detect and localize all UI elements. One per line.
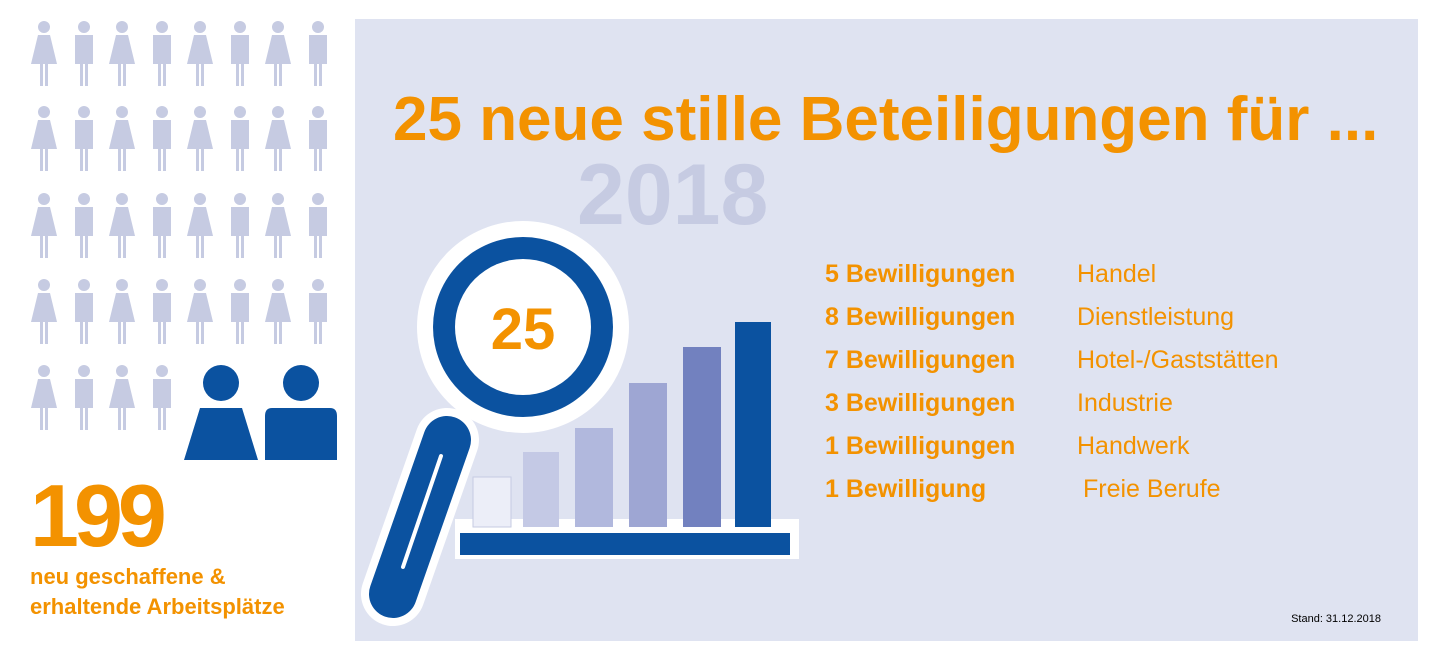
approval-row: 5 Bewilligungen Handel	[825, 253, 1278, 296]
man-icon-large	[265, 365, 337, 460]
approval-sector: Hotel-/Gaststätten	[1077, 346, 1279, 374]
year-watermark: 2018	[577, 147, 769, 243]
man-icon	[231, 106, 249, 171]
approval-row: 7 Bewilligungen Hotel-/Gaststätten	[825, 339, 1278, 382]
bar-5	[683, 347, 721, 527]
man-icon	[153, 193, 171, 258]
approval-sector: Industrie	[1077, 389, 1173, 417]
bar-4	[629, 383, 667, 527]
woman-icon	[109, 193, 135, 258]
man-icon	[231, 279, 249, 344]
approval-sector: Handel	[1077, 260, 1157, 288]
approval-count: 3 Bewilligungen	[825, 389, 1016, 417]
man-icon	[231, 21, 249, 86]
woman-icon	[109, 21, 135, 86]
jobs-caption-line1: neu geschaffene &	[30, 564, 226, 589]
man-icon	[309, 279, 327, 344]
man-icon	[75, 193, 93, 258]
bar-3	[575, 428, 613, 527]
man-icon	[153, 279, 171, 344]
man-icon	[75, 365, 93, 430]
woman-icon	[265, 106, 291, 171]
woman-icon	[109, 279, 135, 344]
man-icon	[153, 365, 171, 430]
man-icon	[309, 21, 327, 86]
bar-1	[472, 476, 512, 528]
woman-icon-large	[184, 365, 258, 460]
woman-icon	[265, 21, 291, 86]
woman-icon	[109, 365, 135, 430]
woman-icon	[187, 279, 213, 344]
headline: 25 neue stille Beteiligungen für ...	[393, 85, 1379, 154]
approval-row: 8 Bewilligungen Dienstleistung	[825, 296, 1278, 339]
magnifying-glass-icon: 25	[361, 221, 629, 626]
approval-count: 1 Bewilligungen	[825, 432, 1016, 460]
woman-icon	[31, 21, 57, 86]
man-icon	[309, 106, 327, 171]
approval-count: 8 Bewilligungen	[825, 303, 1016, 331]
approval-count: 7 Bewilligungen	[825, 346, 1016, 374]
bar-6	[735, 322, 771, 527]
man-icon	[75, 21, 93, 86]
woman-icon	[265, 193, 291, 258]
chart-baseline	[460, 533, 790, 555]
approval-count: 5 Bewilligungen	[825, 260, 1016, 288]
man-icon	[75, 279, 93, 344]
main-panel: 2018 25 neue stille Beteiligungen für ..…	[355, 19, 1418, 641]
jobs-count: 199	[30, 466, 167, 565]
approval-count: 1 Bewilligung	[825, 475, 987, 503]
woman-icon	[187, 21, 213, 86]
woman-icon	[187, 193, 213, 258]
woman-icon	[265, 279, 291, 344]
man-icon	[309, 193, 327, 258]
man-icon	[153, 21, 171, 86]
man-icon	[231, 193, 249, 258]
jobs-panel: 199 neu geschaffene & erhaltende Arbeits…	[0, 0, 350, 654]
approval-row: 1 Bewilligung Freie Berufe	[825, 468, 1278, 511]
jobs-caption-line2: erhaltende Arbeitsplätze	[30, 594, 285, 619]
stand-date: Stand: 31.12.2018	[1291, 613, 1381, 625]
woman-icon	[109, 106, 135, 171]
woman-icon	[31, 365, 57, 430]
approval-row: 3 Bewilligungen Industrie	[825, 382, 1278, 425]
woman-icon	[31, 106, 57, 171]
man-icon	[75, 106, 93, 171]
magnifier-value: 25	[491, 297, 556, 362]
jobs-caption: neu geschaffene & erhaltende Arbeitsplät…	[30, 562, 285, 622]
bar-2	[523, 452, 559, 527]
approval-row: 1 Bewilligungen Handwerk	[825, 425, 1278, 468]
man-icon	[153, 106, 171, 171]
approvals-list: 5 Bewilligungen Handel 8 Bewilligungen D…	[825, 253, 1278, 511]
woman-icon	[31, 279, 57, 344]
approval-sector: Handwerk	[1077, 432, 1190, 460]
approval-sector: Freie Berufe	[1083, 475, 1221, 503]
woman-icon	[187, 106, 213, 171]
approval-sector: Dienstleistung	[1077, 303, 1235, 331]
woman-icon	[31, 193, 57, 258]
people-grid	[31, 21, 337, 460]
magnifier-chart-illustration: 25	[361, 221, 799, 626]
